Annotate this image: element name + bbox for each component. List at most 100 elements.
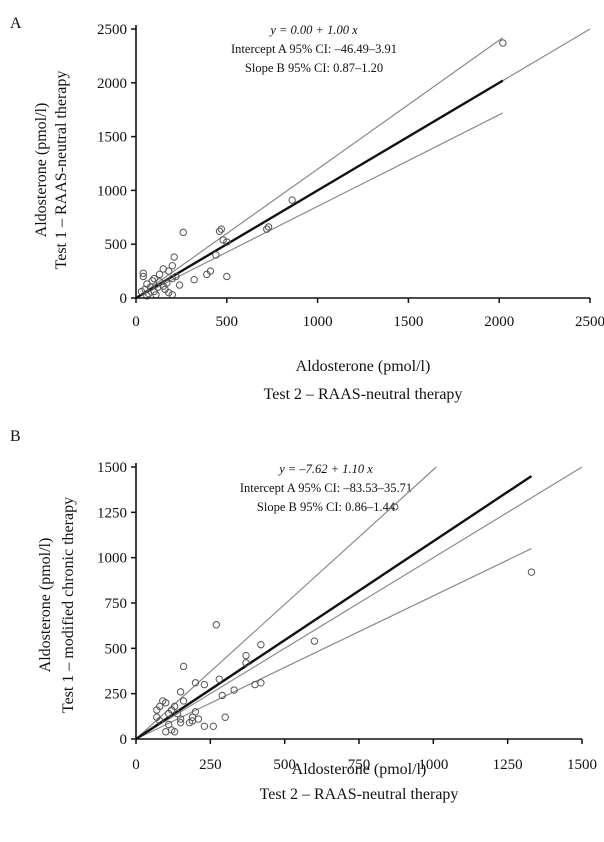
data-point [176, 688, 185, 696]
panel-label: B [10, 428, 21, 445]
data-point [137, 287, 146, 296]
data-point [264, 223, 273, 231]
data-point [390, 503, 399, 511]
x-tick-label: 1000 [303, 314, 333, 330]
x-tick-label: 750 [348, 757, 371, 773]
data-point [191, 679, 200, 687]
data-point [179, 697, 188, 705]
data-point [156, 717, 164, 725]
data-point [263, 225, 271, 233]
data-point [499, 39, 507, 47]
data-point [163, 279, 171, 287]
ci-lower-line [135, 548, 532, 740]
x-tick-label: 250 [199, 757, 222, 773]
equation-annotation-1: y = 0.00 + 1.00 x [268, 23, 358, 37]
x-tick-label: 1500 [567, 757, 597, 773]
data-point [143, 292, 151, 300]
x-tick-label: 1250 [493, 757, 523, 773]
data-point [176, 718, 185, 727]
y-tick-label: 2500 [97, 22, 127, 38]
ci-upper-line [135, 466, 437, 740]
y-axis-title-line-1: Aldosterone (pmol/l) [33, 103, 50, 238]
data-point [168, 262, 177, 270]
y-axis-title-line-2: Test 1 – modified chronic therapy [60, 497, 77, 713]
data-point [200, 680, 209, 689]
x-tick-label: 2000 [484, 314, 514, 330]
y-tick-label: 500 [105, 641, 128, 657]
data-point [172, 272, 180, 281]
data-point [150, 274, 158, 283]
equation-annotation-3: Slope B 95% CI: 0.86–1.44 [257, 500, 396, 514]
y-tick-label: 1000 [97, 551, 127, 567]
panel-b: B Aldosterone (pmol/l) Test 1 – modified … [0, 421, 604, 842]
data-point [191, 708, 200, 716]
data-point [212, 251, 220, 259]
data-point [209, 722, 218, 731]
data-point [242, 651, 250, 660]
x-tick-label: 500 [273, 757, 296, 773]
x-axis-title-line-2: Test 2 – RAAS-neutral therapy [260, 786, 459, 803]
data-point [257, 641, 265, 649]
data-point [221, 713, 229, 721]
data-point [212, 621, 220, 629]
data-point [215, 227, 224, 235]
data-point [154, 283, 162, 291]
ci-upper-line [135, 37, 504, 299]
data-point [218, 691, 226, 700]
y-axis-title-line-2: Test 1 – RAAS-neutral therapy [53, 71, 70, 270]
y-tick-label: 0 [120, 732, 128, 748]
x-axis-title-line-1: Aldosterone (pmol/l) [292, 761, 427, 778]
y-tick-label: 1250 [97, 505, 127, 521]
x-tick-label: 1000 [418, 757, 448, 773]
y-tick-label: 500 [105, 237, 128, 253]
x-axis-title-line-1: Aldosterone (pmol/l) [296, 358, 431, 375]
data-point [527, 568, 536, 576]
data-point [179, 228, 187, 237]
y-tick-label: 250 [105, 687, 128, 703]
y-tick-label: 0 [120, 291, 128, 307]
y-axis-title-line-1: Aldosterone (pmol/l) [37, 538, 54, 673]
scatter-chart-a: A Aldosterone (pmol/l) Test 1 – RAAS-neut… [10, 15, 604, 403]
data-point [159, 265, 167, 273]
x-tick-label: 0 [132, 757, 140, 773]
data-point [173, 709, 182, 718]
data-point [190, 276, 198, 284]
data-point [203, 270, 211, 279]
data-point [194, 715, 203, 723]
identity-line [135, 466, 583, 740]
x-tick-label: 1500 [393, 314, 423, 330]
y-tick-label: 1000 [97, 183, 127, 199]
data-point [230, 686, 238, 694]
data-point [179, 662, 188, 671]
data-point [219, 236, 227, 244]
y-tick-label: 750 [105, 596, 128, 612]
equation-annotation-2: Intercept A 95% CI: –46.49–3.91 [231, 42, 397, 56]
data-point [162, 699, 170, 707]
scatter-chart-b: B Aldosterone (pmol/l) Test 1 – modified … [10, 428, 597, 803]
data-point [242, 659, 250, 667]
data-point [165, 720, 173, 729]
equation-annotation-3: Slope B 95% CI: 0.87–1.20 [245, 61, 383, 75]
data-point [165, 709, 173, 718]
data-point [185, 718, 194, 727]
y-tick-label: 1500 [97, 460, 127, 476]
ci-lower-line [135, 112, 504, 299]
y-tick-label: 2000 [97, 76, 127, 92]
regression-line [135, 79, 504, 300]
data-point [139, 269, 147, 277]
data-point [217, 225, 226, 233]
data-point [310, 637, 319, 645]
data-point [170, 728, 179, 736]
x-tick-label: 500 [216, 314, 239, 330]
x-tick-label: 2500 [575, 314, 604, 330]
regression-line [135, 475, 533, 740]
data-point [162, 728, 170, 736]
panel-label: A [10, 15, 22, 32]
equation-annotation-2: Intercept A 95% CI: –83.53–35.71 [240, 481, 412, 495]
data-point [223, 272, 231, 281]
panel-a: A Aldosterone (pmol/l) Test 1 – RAAS-neut… [10, 15, 604, 403]
data-point [257, 679, 265, 687]
data-point [200, 722, 209, 731]
y-tick-label: 1500 [97, 130, 127, 146]
x-tick-label: 0 [132, 314, 140, 330]
